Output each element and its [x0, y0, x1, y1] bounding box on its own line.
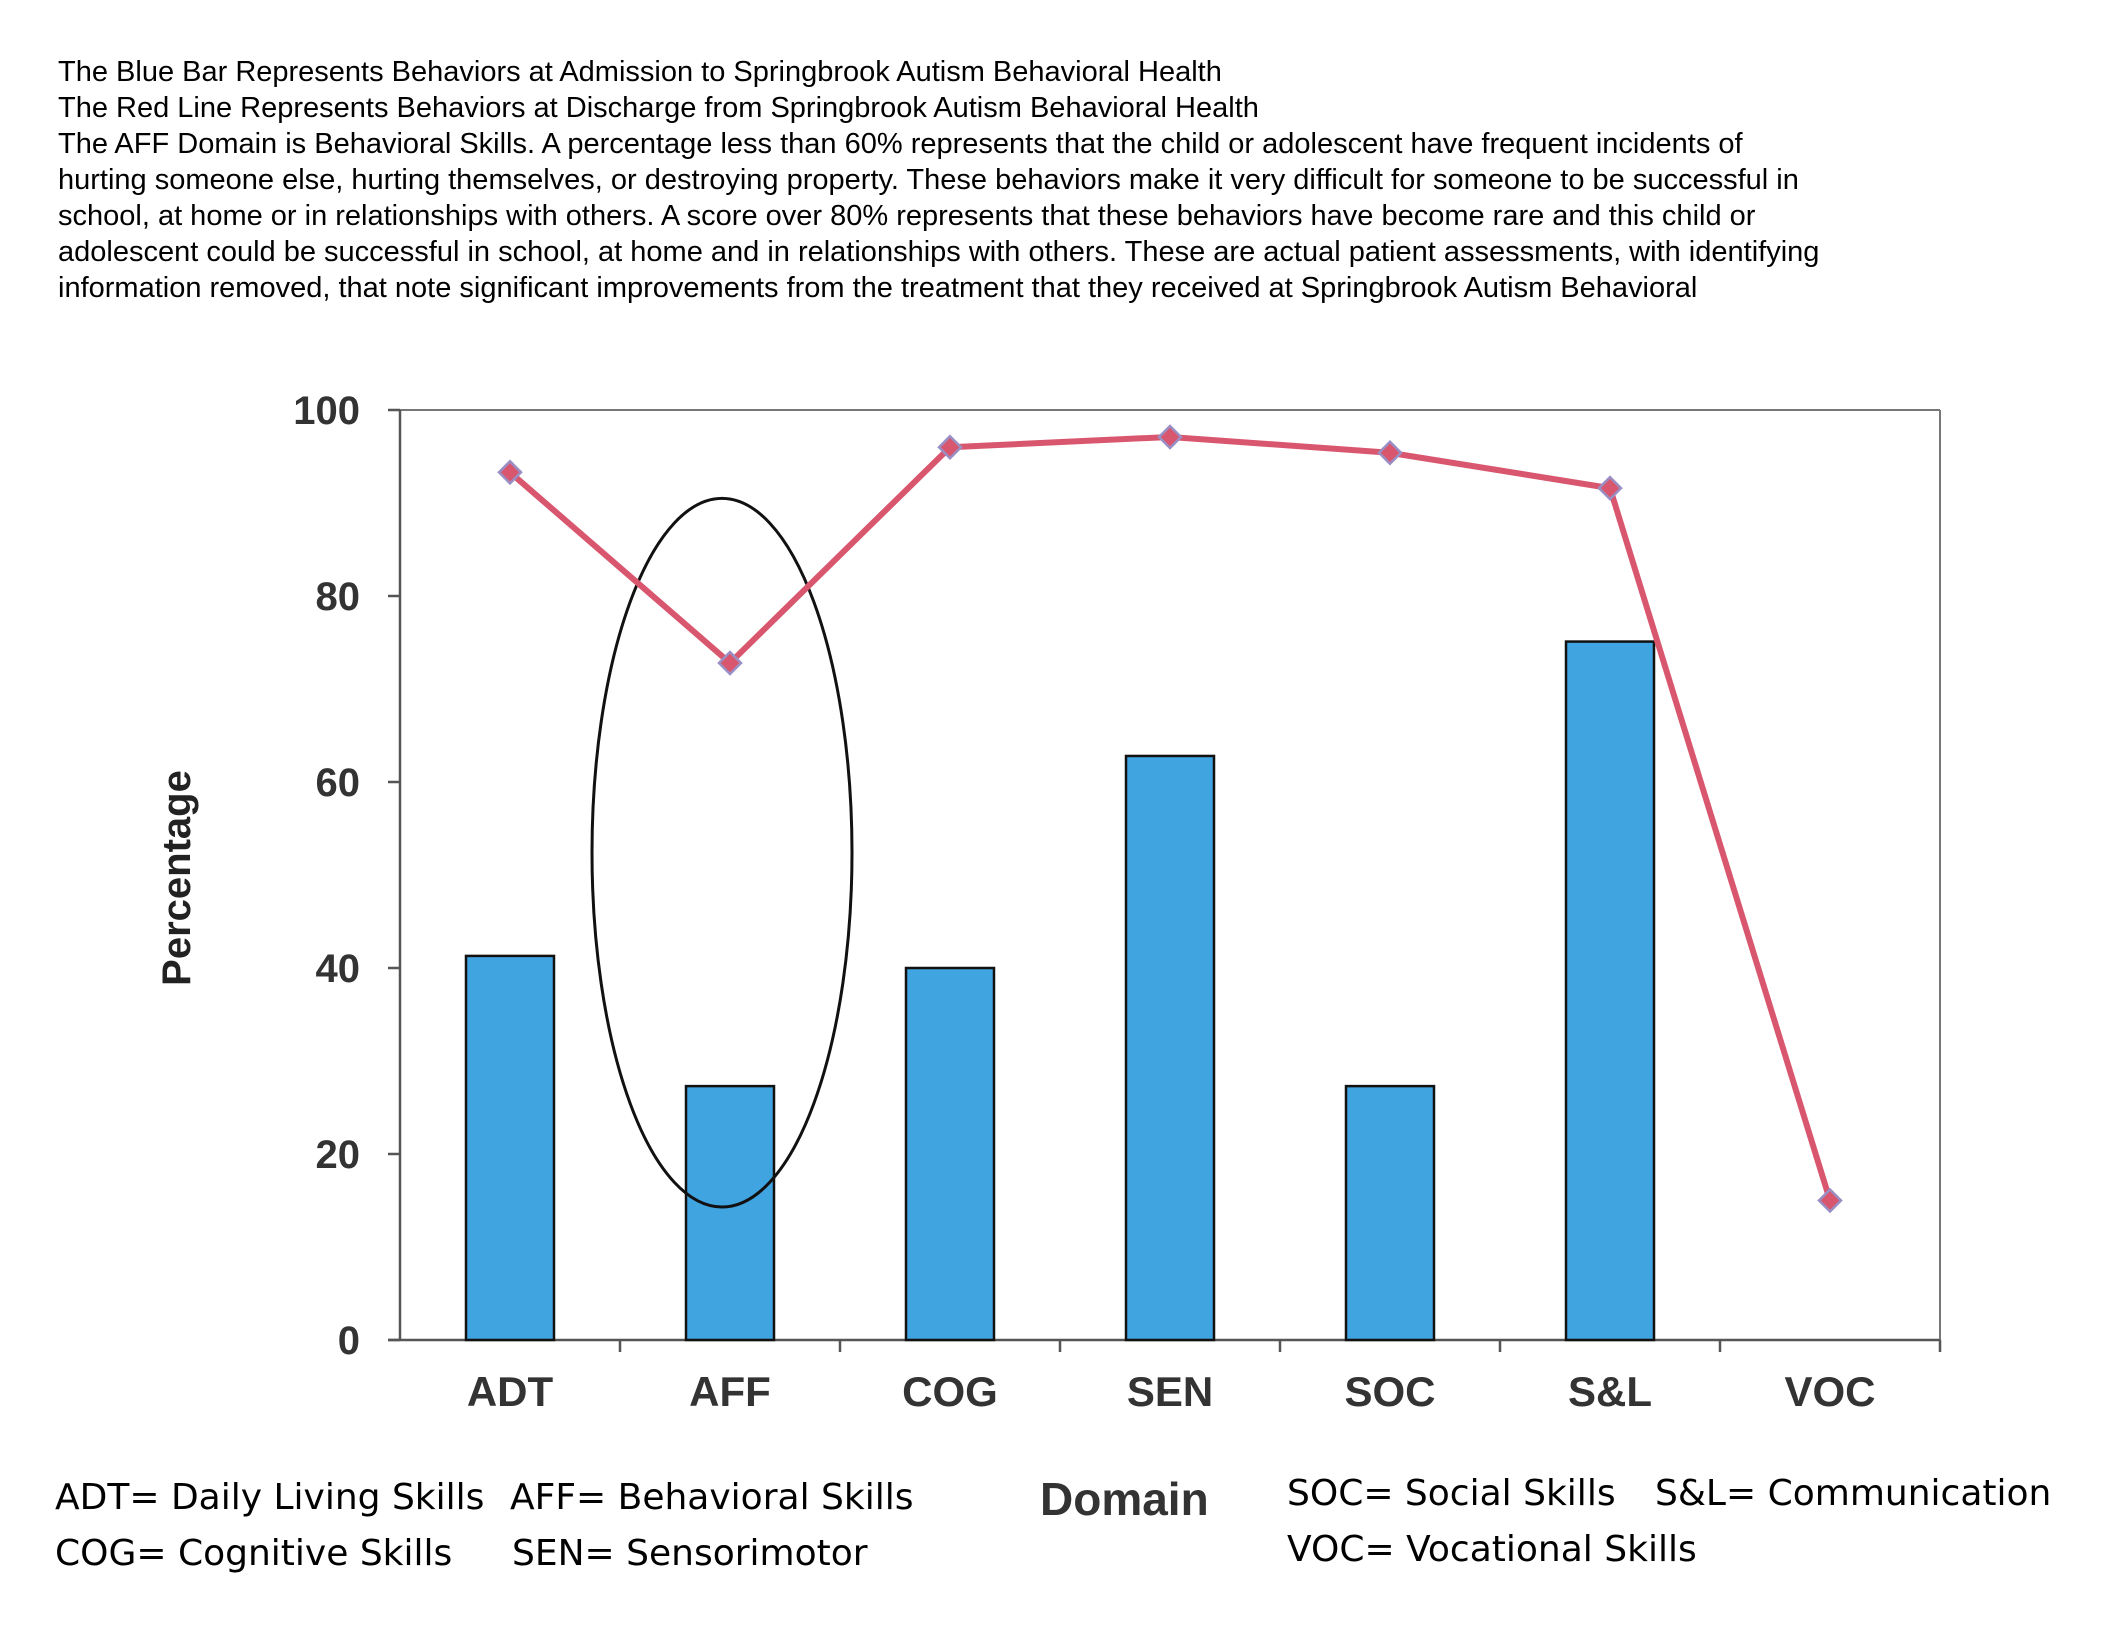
x-tick-label: S&L — [1568, 1368, 1652, 1415]
y-axis: 0 20 40 60 80 100 — [293, 389, 402, 1363]
discharge-marker-sandl — [1597, 475, 1623, 501]
x-tick-label: SOC — [1344, 1368, 1435, 1415]
legend-voc: VOC= Vocational Skills — [1287, 1529, 1697, 1570]
admission-bar-aff — [684, 1084, 776, 1342]
description-line: information removed, that note significa… — [58, 272, 1698, 304]
y-tick-label: 20 — [316, 1133, 361, 1177]
y-tick-label: 0 — [338, 1319, 360, 1363]
discharge-marker-sen — [1157, 424, 1183, 450]
discharge-markers — [497, 424, 1843, 1214]
y-tick-label: 40 — [316, 947, 361, 991]
discharge-marker-cog — [937, 434, 963, 460]
description-line: The AFF Domain is Behavioral Skills. A p… — [58, 128, 1743, 160]
x-axis-title: Domain — [1040, 1473, 1209, 1525]
discharge-marker-adt — [497, 459, 523, 486]
description-line: The Red Line Represents Behaviors at Dis… — [58, 92, 1259, 124]
y-tick-label: 60 — [316, 761, 361, 805]
legend-aff: AFF= Behavioral Skills — [510, 1477, 914, 1518]
admission-bar-sen — [1124, 754, 1216, 1342]
description-line: adolescent could be successful in school… — [58, 236, 1820, 268]
x-tick-label: SEN — [1127, 1368, 1213, 1415]
admission-bars — [464, 640, 1656, 1342]
admission-bar-sandl — [1564, 640, 1656, 1342]
description-line: hurting someone else, hurting themselves… — [58, 164, 1799, 196]
x-tick-label: COG — [902, 1368, 998, 1415]
discharge-marker-voc — [1817, 1187, 1843, 1214]
aff-highlight-ellipse — [590, 496, 854, 1209]
chart-description: The Blue Bar Represents Behaviors at Adm… — [58, 54, 2058, 306]
y-tick-label: 80 — [316, 575, 361, 619]
legend-sen: SEN= Sensorimotor — [512, 1533, 868, 1574]
legend-soc: SOC= Social Skills — [1287, 1473, 1616, 1514]
x-tick-label: VOC — [1784, 1368, 1875, 1415]
x-tick-label: AFF — [689, 1368, 771, 1415]
y-axis-title: Percentage — [155, 770, 199, 986]
description-line: school, at home or in relationships with… — [58, 200, 1756, 232]
admission-bar-soc — [1344, 1084, 1436, 1342]
description-line: The Blue Bar Represents Behaviors at Adm… — [58, 56, 1222, 88]
plot-frame — [400, 409, 1941, 1340]
y-tick-label: 100 — [293, 389, 360, 433]
admission-bar-cog — [904, 966, 996, 1342]
admission-bar-adt — [464, 954, 556, 1342]
x-axis: ADT AFF COG SEN SOC S&L VOC — [388, 1338, 1942, 1415]
legend-cog: COG= Cognitive Skills — [55, 1533, 453, 1574]
discharge-marker-aff — [717, 650, 743, 676]
x-tick-label: ADT — [467, 1368, 554, 1415]
highlight-ellipse — [590, 496, 854, 1209]
legend-sl: S&L= Communication — [1655, 1473, 2052, 1514]
legend-adt: ADT= Daily Living Skills — [55, 1477, 485, 1518]
discharge-marker-soc — [1377, 440, 1403, 466]
